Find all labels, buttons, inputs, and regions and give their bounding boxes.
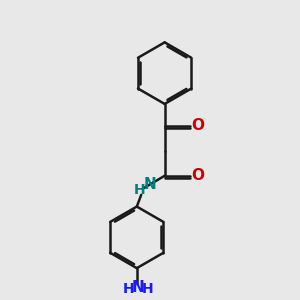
Text: O: O <box>191 118 204 134</box>
Text: N: N <box>144 177 156 192</box>
Text: H: H <box>142 282 154 296</box>
Text: H: H <box>134 183 146 197</box>
Text: N: N <box>132 280 145 295</box>
Text: H: H <box>123 282 134 296</box>
Text: O: O <box>191 168 204 183</box>
